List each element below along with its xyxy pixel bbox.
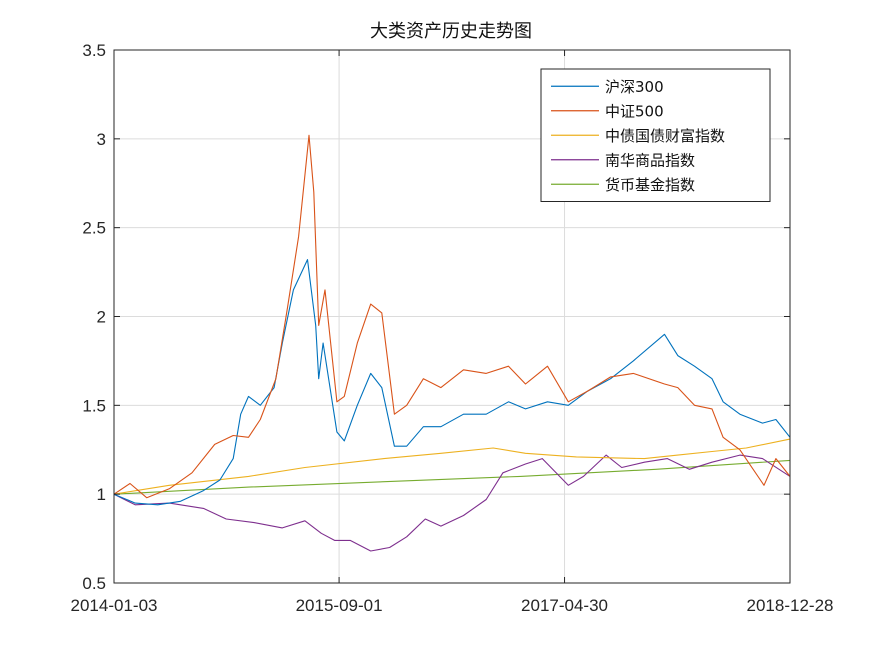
y-tick-label: 1 [97, 485, 106, 504]
legend-label: 南华商品指数 [605, 151, 695, 169]
y-tick-label: 3 [97, 130, 106, 149]
legend-label: 货币基金指数 [605, 176, 695, 194]
x-tick-label: 2015-09-01 [296, 596, 383, 615]
x-tick-label: 2014-01-03 [71, 596, 158, 615]
y-tick-label: 1.5 [82, 396, 106, 415]
y-tick-label: 3.5 [82, 41, 106, 60]
series-line-4 [113, 454, 791, 552]
series-layer [113, 134, 791, 552]
legend-label: 中证500 [605, 102, 664, 120]
chart-title: 大类资产历史走势图 [370, 21, 532, 42]
y-tick-label: 0.5 [82, 574, 106, 593]
series-line-2 [113, 134, 791, 499]
series-line-3 [113, 438, 791, 495]
legend-label: 沪深300 [605, 78, 664, 96]
x-tick-label: 2018-12-28 [747, 596, 834, 615]
y-axis: 0.5 1 1.5 2 2.5 3 3.5 [82, 41, 790, 593]
y-tick-label: 2 [97, 308, 106, 327]
x-tick-label: 2017-04-30 [521, 596, 608, 615]
legend-label: 中债国债财富指数 [605, 127, 725, 145]
x-axis: 2014-01-03 2015-09-01 2017-04-30 2018-12-28 [71, 50, 834, 615]
series-line-1 [113, 259, 791, 506]
y-tick-label: 2.5 [82, 219, 106, 238]
series-line-5 [113, 459, 791, 495]
